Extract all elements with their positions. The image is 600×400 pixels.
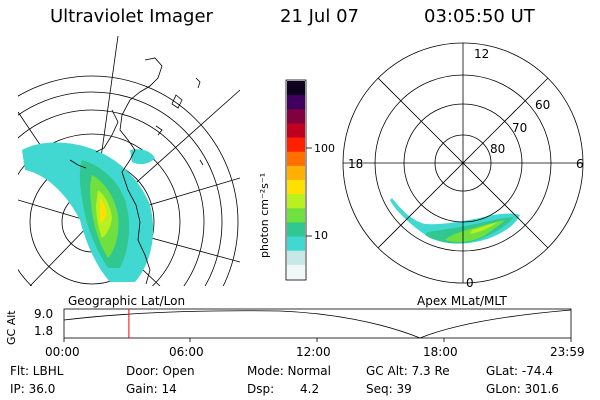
xtick-0000: 00:00	[45, 345, 80, 359]
colorbar-segment	[287, 137, 305, 153]
colorbar-segment	[287, 208, 305, 223]
colorbar-segment	[287, 264, 305, 280]
colorbar-segment	[287, 151, 305, 167]
info-glat: GLat: -74.4	[486, 364, 553, 378]
apex-aurora	[390, 198, 520, 244]
mlat-label-60: 60	[535, 98, 551, 112]
xtick-2359: 23:59	[550, 345, 585, 359]
xtick-1200: 12:00	[296, 345, 331, 359]
info-dsp-value: 4.2	[300, 382, 320, 396]
mlt-label-12: 12	[474, 47, 490, 61]
apex-map	[342, 42, 584, 284]
colorbar	[285, 79, 312, 281]
colorbar-tick-100: 100	[314, 142, 335, 155]
info-glon: GLon: 301.6	[486, 382, 559, 396]
mlt-label-18: 18	[348, 157, 364, 171]
colorbar-segment	[287, 194, 305, 209]
mlt-lines	[343, 43, 583, 283]
xtick-0600: 06:00	[169, 345, 204, 359]
colorbar-unit-label: photon cm⁻²s⁻¹	[258, 172, 271, 258]
colorbar-segment	[287, 81, 305, 96]
info-door: Door: Open	[126, 364, 195, 378]
altitude-ylabel: GC Alt	[5, 310, 18, 345]
mlat-label-70: 70	[512, 121, 528, 135]
geo-aurora	[22, 142, 155, 282]
date-label: 21 Jul 07	[280, 6, 359, 27]
colorbar-tick-10: 10	[314, 229, 328, 242]
geographic-map	[18, 36, 240, 286]
altitude-plot	[63, 308, 572, 342]
colorbar-segment	[287, 236, 305, 252]
instrument-title: Ultraviolet Imager	[50, 6, 213, 27]
coastlines	[69, 57, 204, 285]
info-dsp-label: Dsp:	[247, 382, 275, 396]
colorbar-segment	[287, 109, 305, 124]
mlt-label-0: 0	[466, 276, 474, 290]
time-label: 03:05:50 UT	[424, 6, 535, 27]
colorbar-segment	[287, 180, 305, 195]
info-filter: Flt: LBHL	[10, 364, 64, 378]
colorbar-segment	[287, 123, 305, 139]
info-ip: IP: 36.0	[10, 382, 56, 396]
info-seq: Seq: 39	[366, 382, 412, 396]
altitude-ytick-high: 9.0	[34, 307, 54, 321]
apex-map-label: Apex MLat/MLT	[417, 294, 507, 308]
mlt-label-6: 6	[576, 157, 584, 171]
info-mode: Mode: Normal	[247, 364, 331, 378]
info-gc-alt: GC Alt: 7.3 Re	[366, 364, 450, 378]
colorbar-segment	[287, 95, 305, 110]
colorbar-segment	[287, 250, 305, 266]
xtick-1800: 18:00	[423, 345, 458, 359]
altitude-ytick-low: 1.8	[34, 324, 54, 338]
altitude-curve	[63, 309, 572, 339]
geographic-map-label: Geographic Lat/Lon	[68, 294, 186, 308]
info-gain: Gain: 14	[126, 382, 177, 396]
colorbar-segment	[287, 165, 305, 181]
colorbar-segment	[287, 222, 305, 238]
mlat-label-80: 80	[490, 142, 506, 156]
